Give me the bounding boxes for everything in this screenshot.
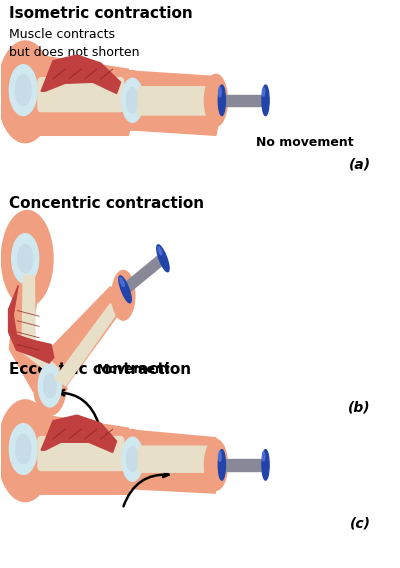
FancyBboxPatch shape xyxy=(138,87,210,115)
FancyBboxPatch shape xyxy=(38,78,124,111)
Ellipse shape xyxy=(44,374,56,398)
Ellipse shape xyxy=(0,400,53,502)
Polygon shape xyxy=(222,459,266,470)
Text: No movement: No movement xyxy=(256,136,353,148)
Text: Eccentric contraction: Eccentric contraction xyxy=(9,362,192,377)
Polygon shape xyxy=(128,71,224,135)
Polygon shape xyxy=(37,287,130,404)
Ellipse shape xyxy=(12,233,39,283)
Ellipse shape xyxy=(38,365,61,407)
Polygon shape xyxy=(41,55,120,94)
Text: (a): (a) xyxy=(349,157,371,171)
Polygon shape xyxy=(8,286,54,363)
Ellipse shape xyxy=(218,85,226,115)
Ellipse shape xyxy=(262,87,265,97)
Ellipse shape xyxy=(0,41,53,143)
Ellipse shape xyxy=(119,276,131,303)
Polygon shape xyxy=(41,415,116,453)
Ellipse shape xyxy=(118,429,147,489)
FancyBboxPatch shape xyxy=(138,446,210,472)
Polygon shape xyxy=(55,304,118,386)
Ellipse shape xyxy=(204,74,228,126)
Ellipse shape xyxy=(18,244,33,273)
Polygon shape xyxy=(29,413,136,494)
Polygon shape xyxy=(9,263,67,391)
Ellipse shape xyxy=(157,245,169,272)
Ellipse shape xyxy=(126,447,138,471)
Polygon shape xyxy=(29,54,136,135)
Ellipse shape xyxy=(218,450,226,480)
Ellipse shape xyxy=(262,85,269,115)
Ellipse shape xyxy=(158,247,162,255)
Ellipse shape xyxy=(34,356,66,415)
Text: (c): (c) xyxy=(350,516,371,530)
Polygon shape xyxy=(222,95,266,106)
Text: Movement: Movement xyxy=(97,364,170,377)
Ellipse shape xyxy=(16,435,31,463)
Ellipse shape xyxy=(120,278,124,286)
Ellipse shape xyxy=(9,424,37,474)
Text: Isometric contraction: Isometric contraction xyxy=(9,6,193,22)
Ellipse shape xyxy=(218,87,221,97)
Ellipse shape xyxy=(15,74,31,106)
Ellipse shape xyxy=(118,70,147,130)
Ellipse shape xyxy=(1,211,53,307)
Ellipse shape xyxy=(122,437,143,481)
Ellipse shape xyxy=(204,440,228,490)
Ellipse shape xyxy=(122,78,143,122)
Polygon shape xyxy=(123,253,165,294)
Text: (b): (b) xyxy=(348,400,371,414)
Text: Movement: Movement xyxy=(144,458,218,471)
Polygon shape xyxy=(128,430,222,493)
Polygon shape xyxy=(22,275,59,374)
Text: Muscle contracts
but does not shorten: Muscle contracts but does not shorten xyxy=(9,28,140,59)
Text: Concentric contraction: Concentric contraction xyxy=(9,196,204,211)
Ellipse shape xyxy=(9,65,37,115)
Ellipse shape xyxy=(112,270,135,320)
Ellipse shape xyxy=(218,452,221,461)
FancyBboxPatch shape xyxy=(38,437,124,470)
Ellipse shape xyxy=(126,87,138,113)
Ellipse shape xyxy=(262,450,269,480)
Ellipse shape xyxy=(262,452,265,461)
